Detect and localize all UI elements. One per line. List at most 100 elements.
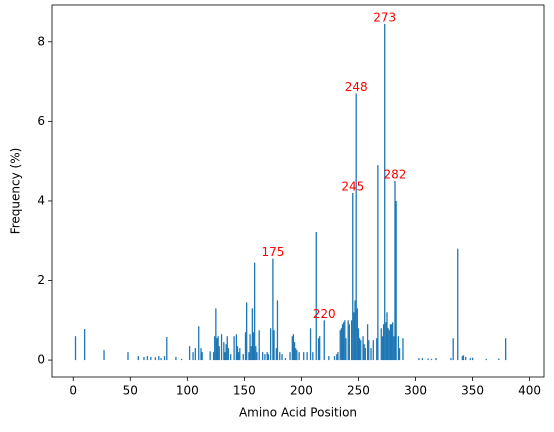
bar [74, 336, 77, 361]
bar [356, 308, 358, 361]
bar [312, 352, 314, 361]
bar [394, 181, 396, 361]
bar [372, 340, 374, 361]
x-tick-label: 50 [123, 384, 138, 398]
y-tick-label: 2 [37, 273, 45, 287]
x-tick-label: 300 [404, 384, 427, 398]
bar [319, 336, 321, 361]
plot-frame [51, 4, 545, 378]
bar [226, 336, 228, 361]
bar [309, 328, 312, 361]
bar [236, 346, 239, 361]
bar [340, 328, 343, 361]
bar [336, 354, 338, 361]
bar [398, 348, 401, 361]
bar [306, 352, 308, 361]
bar [246, 302, 248, 361]
bar [192, 352, 194, 361]
bar [225, 344, 227, 361]
bar [333, 356, 336, 361]
bar [387, 328, 389, 361]
bar [249, 334, 251, 361]
bar [344, 320, 346, 361]
bar [505, 338, 507, 361]
bar [258, 330, 260, 361]
bar [360, 340, 362, 361]
bar [220, 334, 223, 361]
bar [370, 348, 372, 361]
bar [462, 355, 465, 361]
bar [146, 356, 149, 361]
bar [418, 358, 420, 361]
bar [461, 356, 463, 361]
bar [382, 324, 385, 361]
x-tick-label: 250 [347, 384, 370, 398]
bar [353, 312, 355, 361]
bar [427, 358, 429, 361]
bar [366, 324, 369, 361]
bar [348, 324, 350, 361]
bar [450, 358, 452, 361]
bar [384, 23, 386, 361]
bar [239, 348, 241, 361]
bar [281, 354, 283, 361]
bar [235, 334, 238, 361]
y-tick-label: 8 [37, 34, 45, 48]
y-tick-label: 6 [37, 114, 45, 128]
bar [244, 332, 247, 361]
bar [160, 358, 162, 361]
bar [397, 336, 400, 361]
bar [293, 342, 296, 361]
bar [430, 358, 433, 361]
bar [103, 350, 105, 361]
bar [317, 338, 320, 361]
bar [393, 336, 395, 361]
bar [402, 338, 404, 361]
bar [337, 352, 339, 361]
bar [233, 336, 235, 361]
bar [194, 348, 196, 361]
annotation: 220 [313, 307, 336, 321]
bar [354, 300, 356, 361]
bar [267, 354, 269, 361]
y-axis-label: Frequency (%) [9, 148, 23, 235]
bar [276, 300, 279, 361]
bar [273, 330, 275, 361]
bar [452, 338, 454, 361]
bar [368, 340, 370, 361]
bar [469, 358, 471, 361]
bar [395, 200, 397, 361]
x-tick-label: 350 [461, 384, 484, 398]
bar [209, 351, 211, 361]
bar [227, 348, 230, 361]
bar [150, 356, 152, 361]
y-tick-label: 0 [37, 353, 45, 367]
bar [381, 336, 384, 361]
bar [328, 356, 330, 361]
bar [261, 352, 264, 361]
bar [284, 358, 287, 361]
bar [272, 258, 274, 361]
bar [256, 352, 258, 361]
bar [289, 352, 291, 361]
bar [137, 356, 139, 361]
bar [362, 336, 364, 361]
bar [457, 248, 459, 361]
bar [218, 346, 220, 361]
bar [188, 346, 191, 361]
bar [253, 262, 256, 361]
bar [323, 320, 325, 361]
bar [264, 354, 266, 361]
bar [175, 356, 177, 361]
annotation: 175 [261, 245, 284, 259]
bar [386, 312, 388, 361]
bar [341, 324, 344, 361]
bar [363, 344, 365, 361]
bar [377, 165, 379, 361]
bar [342, 322, 345, 361]
bar [201, 352, 203, 361]
bar [292, 334, 295, 361]
bar [217, 336, 219, 361]
bar [180, 358, 183, 361]
y-tick-label: 4 [37, 193, 45, 207]
